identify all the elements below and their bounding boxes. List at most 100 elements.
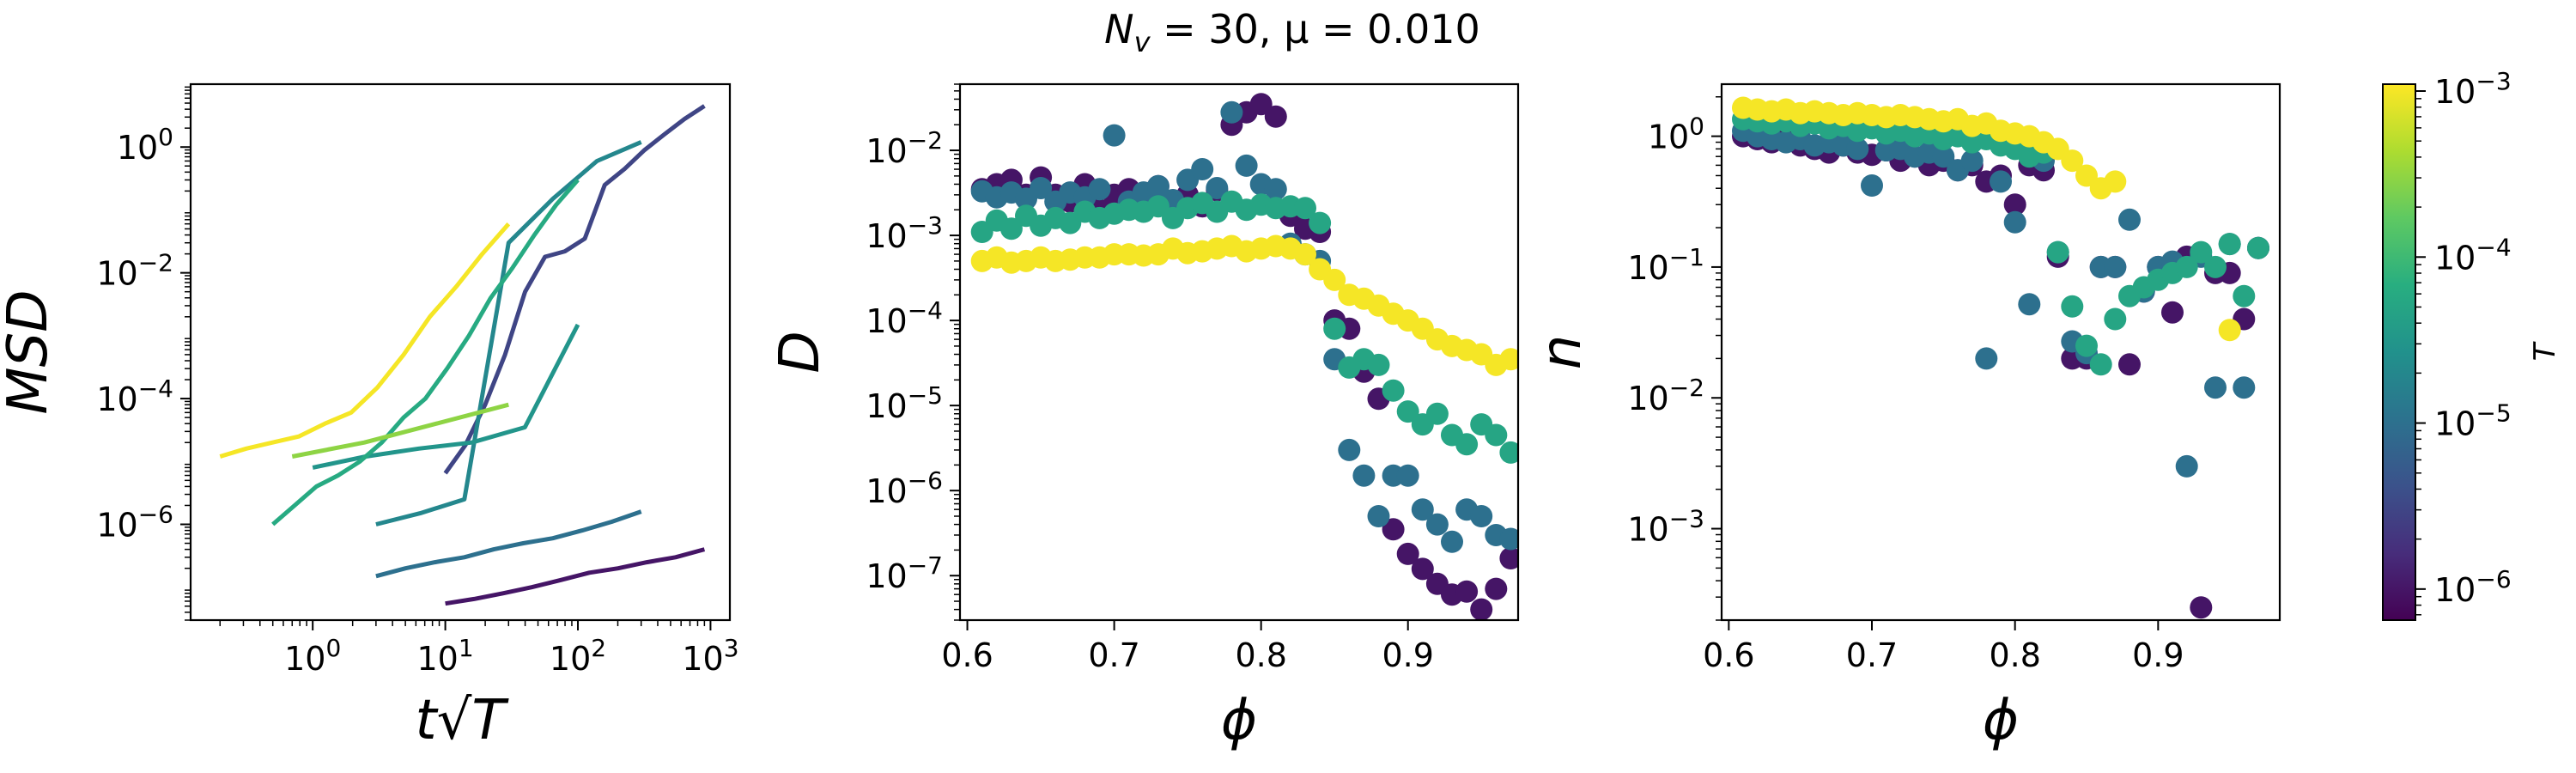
figure-title: Nv = 30, μ = 0.010 <box>1104 6 1480 58</box>
x-tick-label: 0.9 <box>2132 636 2184 674</box>
panel-msd: 100 101 102 103 100 10−2 10−4 10−6 t√T MSD <box>0 82 739 752</box>
data-point <box>2204 376 2227 399</box>
x-axis-label: t√T <box>416 689 510 752</box>
data-point <box>1470 505 1493 527</box>
data-point <box>1499 547 1518 569</box>
colorbar-label: T <box>2528 341 2562 361</box>
plot-area <box>219 104 706 606</box>
y-tick-label: 100 <box>117 123 173 167</box>
axes-frame <box>1720 82 2281 622</box>
data-point <box>1323 268 1346 291</box>
colorbar-gradient <box>2383 84 2415 620</box>
data-point <box>1396 542 1419 565</box>
data-point <box>2204 255 2227 278</box>
y-tick-label: 10−3 <box>1627 505 1704 549</box>
data-point <box>2104 307 2127 331</box>
data-point <box>1367 353 1390 376</box>
data-point <box>2003 210 2026 234</box>
panel-exponent: 0.6 0.7 0.8 0.9 100 10−1 10−2 10−3 ϕ n <box>1530 82 2281 752</box>
y-tick-label: 10−2 <box>866 126 943 170</box>
msd-series-line <box>375 509 642 579</box>
x-tick-label: 101 <box>417 634 474 678</box>
data-point <box>1960 149 1984 173</box>
y-tick-label: 10−4 <box>866 296 943 340</box>
msd-series-line <box>271 178 580 526</box>
data-point <box>1485 577 1508 600</box>
data-point <box>1382 379 1405 402</box>
msd-series-line <box>291 402 509 459</box>
data-point <box>2175 255 2198 278</box>
data-point <box>1441 530 1463 553</box>
data-point <box>1382 518 1405 541</box>
msd-series-line <box>445 547 706 606</box>
x-tick-label: 0.7 <box>1846 636 1898 674</box>
x-tick-label: 0.8 <box>1989 636 2040 674</box>
data-point <box>2061 295 2084 318</box>
msd-series-line <box>219 222 511 459</box>
data-point <box>1499 348 1518 371</box>
y-tick-label: 10−2 <box>1627 374 1704 417</box>
axes-frame <box>189 82 732 622</box>
data-point <box>999 217 1023 240</box>
data-point <box>1499 441 1518 464</box>
x-axis-label: ϕ <box>1983 689 2019 752</box>
data-point <box>2018 293 2041 316</box>
colorbar-tick-label: 10−4 <box>2434 233 2512 277</box>
colorbar-frame <box>2382 83 2416 621</box>
data-point <box>1323 317 1346 340</box>
colorbar: 10−3 10−4 10−5 10−6 T <box>2382 67 2562 621</box>
data-point <box>2161 301 2184 324</box>
x-tick-label: 0.7 <box>1088 636 1139 674</box>
data-point <box>2233 284 2256 307</box>
data-point <box>1470 598 1493 620</box>
data-point <box>1030 177 1053 199</box>
y-tick-label: 10−4 <box>96 374 173 418</box>
y-tick-label: 10−6 <box>866 466 943 510</box>
y-tick-label: 10−2 <box>96 249 173 293</box>
data-point <box>1425 402 1449 425</box>
data-point <box>1103 124 1126 147</box>
data-point <box>2175 454 2198 478</box>
data-point <box>1309 211 1332 234</box>
data-point <box>2118 353 2141 376</box>
x-tick-label: 0.6 <box>1703 636 1754 674</box>
data-point <box>2089 353 2112 376</box>
y-axis-label: n <box>1530 335 1594 370</box>
x-tick-label: 102 <box>550 634 606 678</box>
data-point <box>1146 174 1170 198</box>
msd-series-line <box>312 323 580 470</box>
colorbar-tick-label: 10−6 <box>2434 565 2512 609</box>
x-tick-label: 103 <box>682 634 738 678</box>
data-point <box>2118 208 2141 231</box>
data-point <box>2233 376 2256 399</box>
data-point <box>1264 105 1287 128</box>
data-point <box>2075 334 2098 357</box>
data-point <box>1249 93 1273 116</box>
colorbar-tick-label: 10−3 <box>2434 67 2512 111</box>
title-rest: = 30, μ = 0.010 <box>1151 6 1480 52</box>
data-point <box>1206 177 1229 199</box>
data-point <box>1264 178 1287 201</box>
data-point <box>1932 145 1955 168</box>
data-point <box>1975 347 1998 370</box>
axes-frame <box>958 82 1520 622</box>
data-point <box>1990 170 2012 193</box>
data-point <box>2218 319 2241 342</box>
data-point <box>1455 580 1479 603</box>
data-point <box>1367 505 1390 527</box>
y-axis-label: D <box>769 331 832 373</box>
y-tick-label: 100 <box>1648 113 1704 156</box>
plot-area <box>1732 96 2269 619</box>
data-point <box>1294 243 1316 266</box>
x-tick-label: 0.8 <box>1235 636 1286 674</box>
y-tick-label: 10−3 <box>866 211 943 255</box>
data-point <box>1485 423 1508 447</box>
title-main: N <box>1104 6 1133 52</box>
y-tick-label: 10−1 <box>1627 243 1704 287</box>
data-point <box>2046 240 2069 264</box>
y-tick-label: 10−6 <box>96 501 173 545</box>
y-tick-label: 10−5 <box>866 381 943 425</box>
data-point <box>2061 149 2084 173</box>
